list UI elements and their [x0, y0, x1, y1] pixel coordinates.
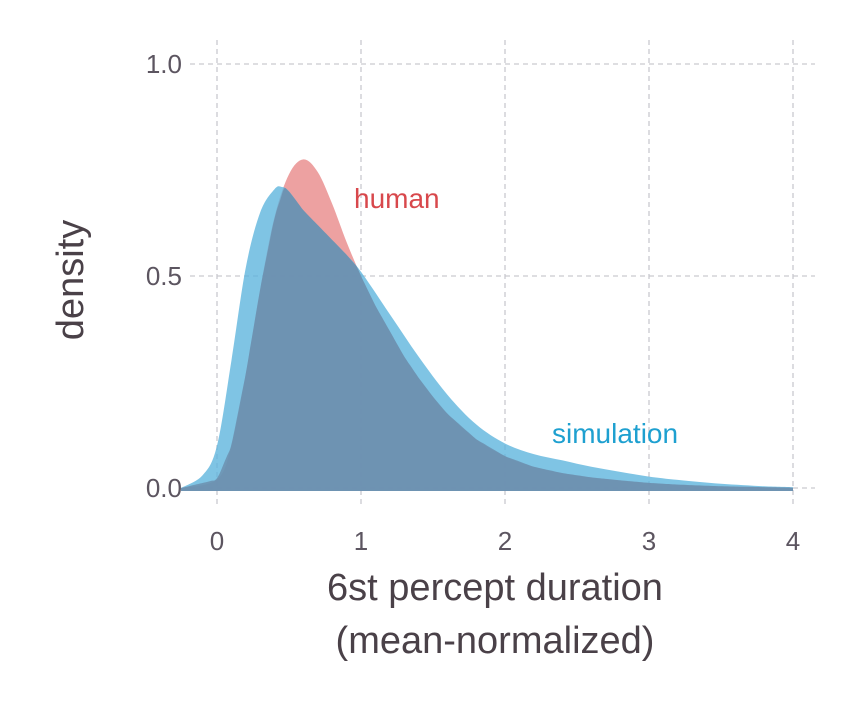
y-tick-label: 1.0 — [146, 49, 182, 79]
y-tick-label: 0.0 — [146, 473, 182, 503]
y-axis-title: density — [50, 220, 92, 340]
overlap-area — [181, 187, 793, 491]
x-tick-label: 1 — [354, 526, 368, 556]
density-areas — [181, 159, 793, 491]
x-tick-label: 4 — [786, 526, 800, 556]
human-series-label: human — [354, 183, 440, 214]
simulation-series-label: simulation — [552, 418, 678, 449]
x-axis-title: 6st percept duration — [327, 567, 663, 609]
x-tick-label: 3 — [642, 526, 656, 556]
x-axis-title-line2: (mean-normalized) — [336, 620, 655, 662]
tick-labels: 0 1 2 3 4 0.0 0.5 1.0 — [146, 49, 800, 556]
y-tick-label: 0.5 — [146, 261, 182, 291]
x-tick-label: 0 — [210, 526, 224, 556]
x-tick-label: 2 — [498, 526, 512, 556]
